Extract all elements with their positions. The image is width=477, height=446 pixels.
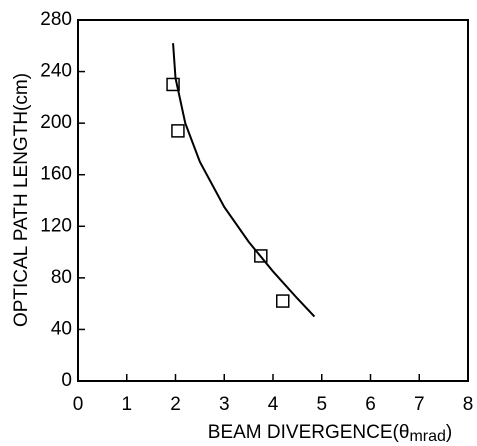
x-tick-label: 3	[219, 394, 230, 415]
y-tick-label: 160	[40, 164, 72, 185]
plot-frame	[77, 19, 469, 382]
y-tick-label: 280	[40, 9, 72, 30]
x-tick-label: 4	[268, 394, 279, 415]
y-tick-label: 120	[40, 215, 72, 236]
x-tick-label: 5	[316, 394, 327, 415]
fit-curve	[172, 43, 316, 318]
y-tick-label: 0	[61, 370, 72, 391]
x-tick-label: 0	[73, 394, 84, 415]
data-point	[276, 294, 290, 308]
y-tick-label: 40	[51, 318, 72, 339]
x-axis-label-subscript: mrad	[409, 428, 445, 445]
x-axis-label-close: )	[446, 422, 452, 443]
x-tick-label: 1	[121, 394, 132, 415]
x-axis-label-main: BEAM DIVERGENCE(θ	[208, 422, 410, 443]
y-tick-label: 240	[40, 61, 72, 82]
y-axis-label: OPTICAL PATH LENGTH(cm)	[11, 73, 32, 327]
x-tick-label: 2	[170, 394, 181, 415]
y-tick-label: 200	[40, 112, 72, 133]
x-tick-label: 7	[414, 394, 425, 415]
x-axis-label: BEAM DIVERGENCE(θmrad)	[208, 422, 452, 445]
data-point	[171, 124, 185, 138]
y-tick-label: 80	[51, 267, 72, 288]
x-tick-label: 6	[365, 394, 376, 415]
x-tick-label: 8	[463, 394, 474, 415]
